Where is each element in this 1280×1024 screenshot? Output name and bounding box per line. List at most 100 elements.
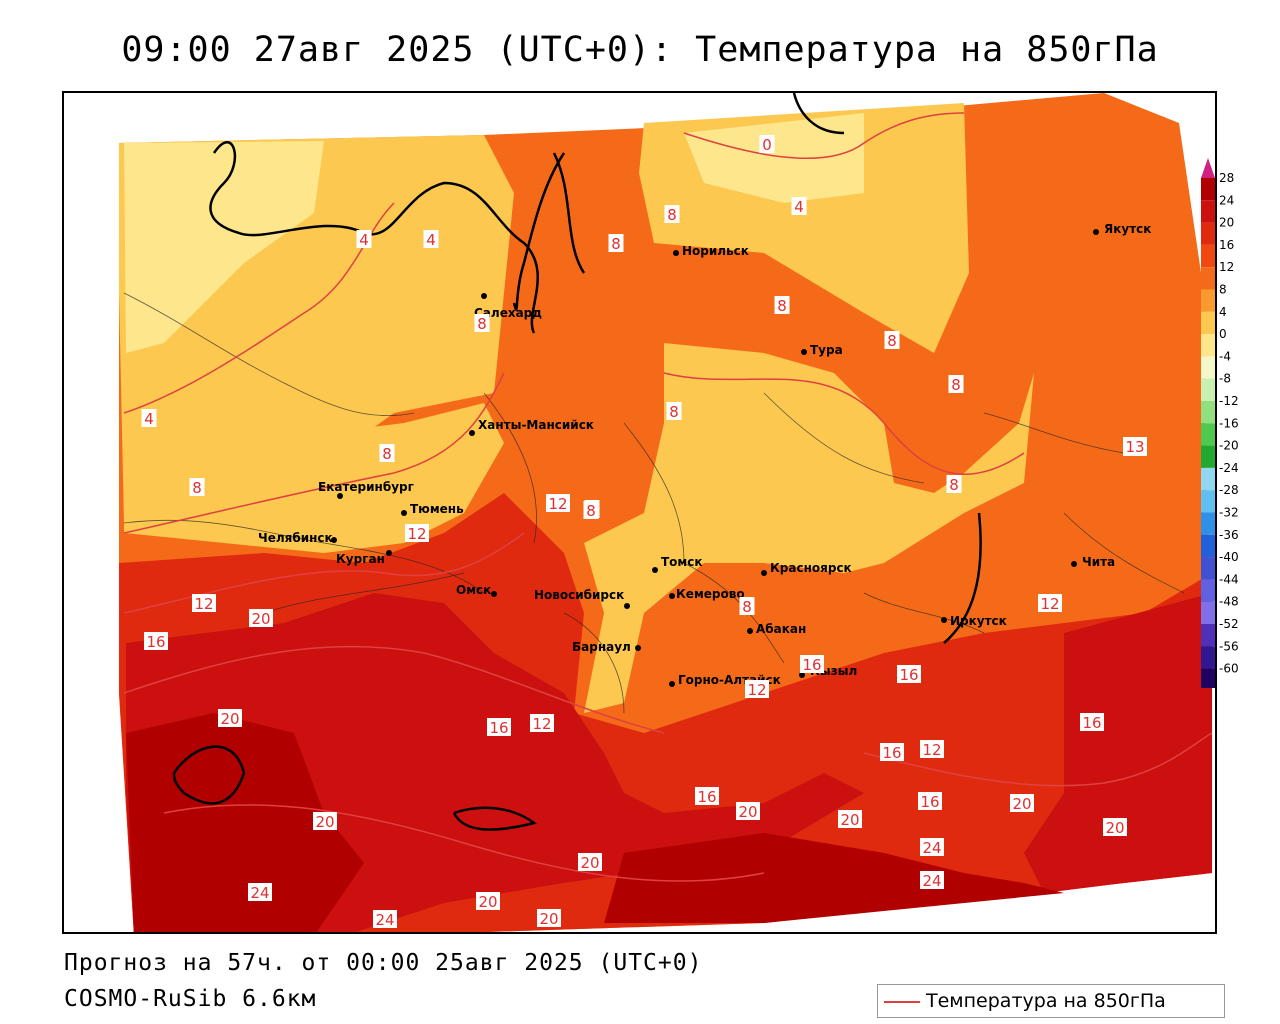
svg-text:12: 12 [922, 741, 941, 759]
isotherm-label: 8 [739, 597, 755, 616]
isotherm-label: 0 [759, 135, 775, 154]
svg-text:8: 8 [777, 297, 787, 315]
admin-borders [123, 292, 1185, 714]
svg-text:12: 12 [747, 681, 766, 699]
svg-text:Челябинск: Челябинск [258, 531, 333, 545]
isotherm-label: 12 [405, 524, 429, 543]
svg-text:8: 8 [382, 445, 392, 463]
svg-text:Кемерово: Кемерово [676, 587, 745, 601]
svg-text:16: 16 [489, 719, 508, 737]
svg-text:Екатеринбург: Екатеринбург [318, 480, 414, 494]
colorbar-tick-label: -24 [1219, 461, 1239, 475]
svg-text:24: 24 [922, 839, 941, 857]
colorbar-swatch [1201, 356, 1215, 379]
svg-text:8: 8 [949, 476, 959, 494]
isotherm-label: 8 [948, 375, 964, 394]
isotherm-label: 4 [356, 230, 372, 249]
city-chita: Чита [1071, 555, 1115, 569]
temperature-colorbar: 28 24 20 16 12 8 4 0 -4 -8 -12 -16 -20 -24 -28 -32 -36 -4… [1201, 158, 1239, 688]
isotherm-label: 20 [578, 853, 602, 872]
svg-text:12: 12 [532, 715, 551, 733]
colorbar-swatch [1201, 334, 1215, 357]
isotherm-label: 16 [487, 718, 511, 737]
isotherm-label: 20 [736, 802, 760, 821]
colorbar-max-arrow [1201, 158, 1215, 178]
colorbar-tick-label: -28 [1219, 483, 1239, 497]
isotherm-label: 8 [666, 402, 682, 421]
svg-text:12: 12 [194, 595, 213, 613]
svg-text:8: 8 [951, 376, 961, 394]
colorbar-swatch [1201, 601, 1215, 624]
colorbar-swatch [1201, 401, 1215, 424]
colorbar-tick-label: -20 [1219, 439, 1239, 453]
colorbar-tick-label: -4 [1219, 349, 1231, 363]
coastlines [172, 93, 982, 831]
svg-text:8: 8 [887, 332, 897, 350]
isotherm-label: 4 [791, 197, 807, 216]
city-irkutsk: Иркутск [941, 614, 1007, 628]
colorbar-swatch [1201, 423, 1215, 446]
colorbar-swatch [1201, 557, 1215, 580]
colorbar-tick-label: -48 [1219, 595, 1239, 609]
isotherm-label: 16 [695, 787, 719, 806]
svg-text:24: 24 [922, 872, 941, 890]
svg-text:12: 12 [407, 525, 426, 543]
svg-text:20: 20 [478, 893, 497, 911]
svg-text:8: 8 [742, 598, 752, 616]
svg-text:Красноярск: Красноярск [770, 561, 852, 575]
city-norilsk: Норильск [673, 244, 749, 258]
city-tura: Тура [801, 343, 843, 357]
isotherm-label: 8 [189, 478, 205, 497]
city-tomsk: Томск [652, 555, 703, 573]
isotherm-label: 12 [1038, 594, 1062, 613]
svg-text:Барнаул: Барнаул [572, 640, 631, 654]
colorbar-tick-label: 24 [1219, 193, 1234, 207]
isotherm-labels: 0 4 4 4 8 8 8 8 8 8 8 8 8 8 8 12 12 12 12 12 13 16 16 16 16 16 16 2… [141, 135, 1147, 929]
colorbar-swatches [1201, 158, 1215, 688]
svg-text:8: 8 [669, 403, 679, 421]
isotherm-label: 16 [918, 792, 942, 811]
svg-text:8: 8 [611, 235, 621, 253]
svg-text:Тура: Тура [810, 343, 843, 357]
svg-text:8: 8 [667, 206, 677, 224]
colorbar-swatch [1201, 267, 1215, 290]
isotherm-label: 4 [423, 230, 439, 249]
svg-text:20: 20 [220, 710, 239, 728]
colorbar-tick-label: 4 [1219, 305, 1227, 319]
colorbar-swatch [1201, 490, 1215, 513]
colorbar-tick-label: -56 [1219, 639, 1239, 653]
isotherm-label: 20 [838, 810, 862, 829]
svg-text:Омск: Омск [456, 583, 491, 597]
svg-text:Тюмень: Тюмень [410, 502, 464, 516]
city-yakutsk: Якутск [1093, 222, 1151, 236]
svg-text:4: 4 [144, 410, 154, 428]
colorbar-tick-label: -16 [1219, 416, 1239, 430]
isotherm-label: 12 [530, 714, 554, 733]
isotherm-label: 8 [474, 314, 490, 333]
svg-text:16: 16 [899, 666, 918, 684]
svg-text:20: 20 [840, 811, 859, 829]
isotherm-label: 20 [537, 909, 561, 928]
isotherm-label: 12 [745, 680, 769, 699]
isotherm-label: 8 [664, 205, 680, 224]
svg-text:20: 20 [738, 803, 757, 821]
colorbar-tick-label: -60 [1219, 662, 1239, 676]
colorbar-tick-label: 28 [1219, 171, 1234, 185]
svg-text:24: 24 [250, 884, 269, 902]
city-yekaterinburg: Екатеринбург [318, 480, 414, 499]
isotherm-label: 20 [249, 609, 273, 628]
colorbar-tick-label: -36 [1219, 528, 1239, 542]
isotherm-label: 4 [141, 409, 157, 428]
colorbar-swatch [1201, 222, 1215, 245]
city-khanty-mansiysk: Ханты-Мансийск [469, 418, 594, 436]
isotherm-label: 24 [373, 910, 397, 929]
isotherm-label: 12 [546, 494, 570, 513]
city-omsk: Омск [456, 583, 497, 597]
legend-box: Температура на 850гПа [877, 984, 1225, 1018]
svg-text:13: 13 [1125, 438, 1144, 456]
svg-text:16: 16 [146, 633, 165, 651]
isotherm-label: 24 [920, 838, 944, 857]
isotherm-label: 24 [920, 871, 944, 890]
colorbar-tick-label: 0 [1219, 327, 1227, 341]
forecast-info: Прогноз на 57ч. от 00:00 25авг 2025 (UTC… [64, 950, 703, 976]
